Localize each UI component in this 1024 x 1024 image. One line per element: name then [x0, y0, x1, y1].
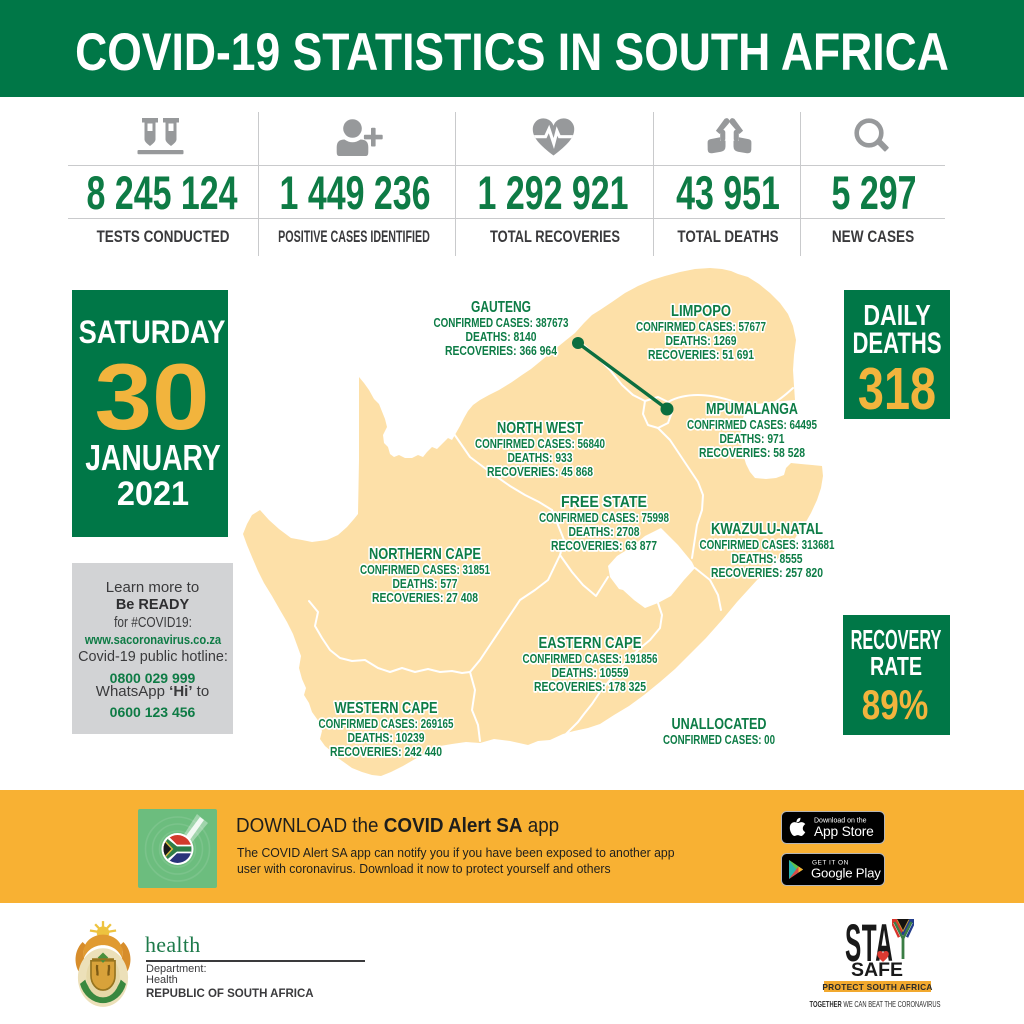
svg-text:RECOVERIES: 27 408: RECOVERIES: 27 408 — [372, 591, 478, 605]
svg-text:Download on the: Download on the — [814, 818, 867, 825]
svg-text:KWAZULU-NATAL: KWAZULU-NATAL — [711, 521, 823, 538]
svg-text:CONFIRMED CASES: 64495: CONFIRMED CASES: 64495 — [687, 418, 817, 432]
svg-text:RECOVERIES: 58 528: RECOVERIES: 58 528 — [699, 446, 805, 460]
svg-text:RECOVERIES: 51 691: RECOVERIES: 51 691 — [648, 348, 754, 362]
svg-text:DEATHS: 8555: DEATHS: 8555 — [732, 552, 803, 566]
svg-text:CONFIRMED CASES: 57677: CONFIRMED CASES: 57677 — [636, 320, 766, 334]
svg-text:NORTH WEST: NORTH WEST — [497, 420, 583, 437]
svg-text:CONFIRMED CASES: 00: CONFIRMED CASES: 00 — [663, 733, 775, 747]
svg-text:GET IT ON: GET IT ON — [812, 860, 849, 867]
svg-text:LIMPOPO: LIMPOPO — [671, 303, 731, 320]
svg-text:App Store: App Store — [814, 824, 874, 839]
svg-text:DEATHS: 8140: DEATHS: 8140 — [466, 330, 537, 344]
svg-text:RECOVERIES: 242 440: RECOVERIES: 242 440 — [330, 745, 442, 759]
svg-text:CONFIRMED CASES: 75998: CONFIRMED CASES: 75998 — [539, 511, 669, 525]
svg-text:NORTHERN CAPE: NORTHERN CAPE — [369, 546, 481, 563]
svg-text:CONFIRMED CASES: 31851: CONFIRMED CASES: 31851 — [360, 563, 490, 577]
svg-text:DEATHS: 10239: DEATHS: 10239 — [348, 731, 425, 745]
svg-text:WESTERN CAPE: WESTERN CAPE — [335, 700, 438, 717]
svg-text:CONFIRMED CASES: 191856: CONFIRMED CASES: 191856 — [523, 652, 658, 666]
svg-text:CONFIRMED CASES: 387673: CONFIRMED CASES: 387673 — [434, 316, 569, 330]
svg-text:CONFIRMED CASES: 313681: CONFIRMED CASES: 313681 — [700, 538, 835, 552]
svg-text:RECOVERIES: 257 820: RECOVERIES: 257 820 — [711, 566, 823, 580]
svg-text:CONFIRMED CASES: 269165: CONFIRMED CASES: 269165 — [319, 717, 454, 731]
svg-text:MPUMALANGA: MPUMALANGA — [706, 401, 798, 418]
svg-text:DEATHS: 577: DEATHS: 577 — [393, 577, 458, 591]
svg-text:GAUTENG: GAUTENG — [471, 299, 531, 316]
svg-text:RECOVERIES: 63 877: RECOVERIES: 63 877 — [551, 539, 657, 553]
svg-text:RECOVERIES: 45 868: RECOVERIES: 45 868 — [487, 465, 593, 479]
svg-text:DEATHS: 2708: DEATHS: 2708 — [569, 525, 640, 539]
svg-text:CONFIRMED CASES: 56840: CONFIRMED CASES: 56840 — [475, 437, 605, 451]
svg-text:DEATHS: 1269: DEATHS: 1269 — [666, 334, 737, 348]
svg-text:RECOVERIES: 366 964: RECOVERIES: 366 964 — [445, 344, 557, 358]
svg-text:RECOVERIES: 178 325: RECOVERIES: 178 325 — [534, 680, 646, 694]
svg-text:FREE STATE: FREE STATE — [561, 494, 647, 511]
svg-text:UNALLOCATED: UNALLOCATED — [672, 716, 767, 733]
svg-text:EASTERN CAPE: EASTERN CAPE — [539, 635, 642, 652]
svg-text:DEATHS: 933: DEATHS: 933 — [508, 451, 573, 465]
svg-text:DEATHS: 10559: DEATHS: 10559 — [552, 666, 629, 680]
svg-text:DEATHS: 971: DEATHS: 971 — [720, 432, 785, 446]
svg-text:Google Play: Google Play — [811, 866, 881, 881]
